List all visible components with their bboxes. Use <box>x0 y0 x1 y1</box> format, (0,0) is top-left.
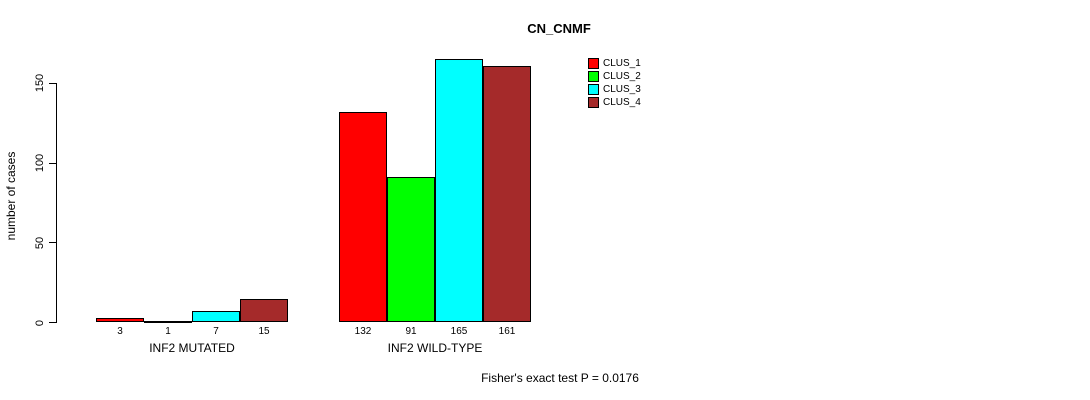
bar-value-label: 132 <box>354 326 372 337</box>
bar-value-label: 15 <box>258 326 270 337</box>
bar-clus_1-group1 <box>96 317 144 323</box>
y-axis-line <box>56 83 57 323</box>
y-axis-tick <box>49 82 56 84</box>
legend-label: CLUS_3 <box>603 84 641 95</box>
bar-clus_4-group1 <box>240 298 288 323</box>
y-axis-tick-label: 50 <box>34 236 46 249</box>
legend: CLUS_1 CLUS_2 CLUS_3 CLUS_4 <box>588 57 641 109</box>
legend-label: CLUS_2 <box>603 71 641 82</box>
y-axis-tick <box>49 162 56 164</box>
legend-label: CLUS_4 <box>603 97 641 108</box>
bar-value-label: 161 <box>498 326 516 337</box>
bar-value-label: 1 <box>165 326 171 337</box>
bar-value-label: 165 <box>450 326 468 337</box>
legend-swatch-icon <box>588 71 599 82</box>
bar-clus_1-group2 <box>339 112 387 323</box>
legend-swatch-icon <box>588 97 599 108</box>
group-label-1: INF2 MUTATED <box>149 341 235 355</box>
y-axis-tick-label: 100 <box>34 153 46 173</box>
legend-item-clus_2: CLUS_2 <box>588 70 641 83</box>
legend-item-clus_3: CLUS_3 <box>588 83 641 96</box>
bar-clus_2-group1 <box>144 320 192 323</box>
bar-clus_3-group2 <box>435 59 483 323</box>
bar-clus_2-group2 <box>387 177 435 323</box>
y-axis-tick <box>49 322 56 323</box>
legend-label: CLUS_1 <box>603 58 641 69</box>
bar-clus_4-group2 <box>483 65 531 323</box>
bar-value-label: 3 <box>117 326 123 337</box>
legend-swatch-icon <box>588 58 599 69</box>
annotation-text: Fisher's exact test P = 0.0176 <box>481 371 639 385</box>
y-axis-tick <box>49 242 56 244</box>
bar-value-label: 7 <box>213 326 219 337</box>
y-axis-tick-label: 150 <box>34 74 46 93</box>
group-label-2: INF2 WILD-TYPE <box>387 341 483 355</box>
bar-clus_3-group1 <box>192 311 240 323</box>
y-axis-label: number of cases <box>4 151 18 241</box>
legend-swatch-icon <box>588 84 599 95</box>
bar-value-label: 91 <box>405 326 417 337</box>
chart-title: CN_CNMF <box>527 21 591 36</box>
legend-item-clus_4: CLUS_4 <box>588 96 641 109</box>
y-axis-tick-label: 0 <box>34 319 46 326</box>
legend-item-clus_1: CLUS_1 <box>588 57 641 70</box>
